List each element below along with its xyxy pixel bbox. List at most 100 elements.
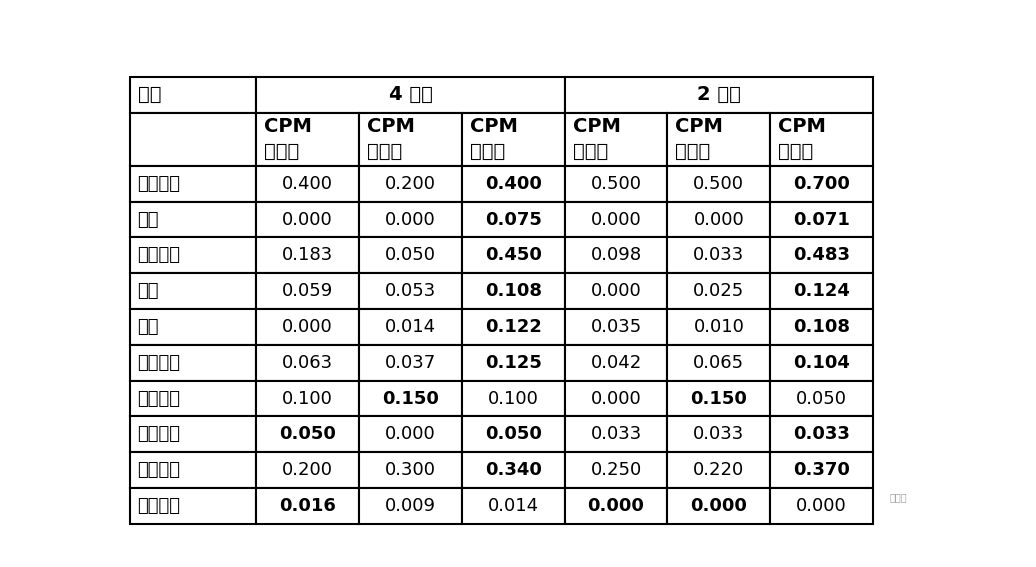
- Bar: [130, 309, 256, 345]
- Bar: [462, 238, 565, 273]
- Text: 0.500: 0.500: [591, 175, 641, 193]
- Text: 0.033: 0.033: [794, 425, 850, 443]
- Text: CPM
（中）: CPM （中）: [675, 117, 723, 161]
- Text: 0.016: 0.016: [280, 497, 336, 515]
- Text: 0.000: 0.000: [591, 210, 641, 229]
- Text: 0.150: 0.150: [690, 390, 747, 408]
- Text: 0.250: 0.250: [591, 461, 641, 479]
- Text: 0.050: 0.050: [385, 246, 436, 264]
- Text: 释义: 释义: [138, 210, 160, 229]
- Text: 0.033: 0.033: [693, 425, 745, 443]
- Bar: [667, 452, 770, 488]
- Text: 0.000: 0.000: [591, 390, 641, 408]
- Text: 0.500: 0.500: [693, 175, 744, 193]
- Bar: [770, 113, 873, 166]
- Bar: [130, 416, 256, 452]
- Bar: [565, 77, 873, 113]
- Text: 0.183: 0.183: [282, 246, 334, 264]
- Bar: [130, 77, 256, 113]
- Text: 0.063: 0.063: [282, 354, 334, 372]
- Bar: [256, 488, 359, 524]
- Bar: [770, 202, 873, 238]
- Text: 商品品牌: 商品品牌: [138, 246, 180, 264]
- Text: 0.000: 0.000: [385, 425, 436, 443]
- Text: 0.400: 0.400: [485, 175, 542, 193]
- Text: 0.122: 0.122: [485, 318, 542, 336]
- Bar: [130, 202, 256, 238]
- Text: 0.000: 0.000: [587, 497, 644, 515]
- Bar: [256, 273, 359, 309]
- Bar: [667, 488, 770, 524]
- Bar: [359, 238, 462, 273]
- Text: 0.050: 0.050: [485, 425, 542, 443]
- Bar: [462, 166, 565, 202]
- Bar: [667, 202, 770, 238]
- Text: CPM
（大）: CPM （大）: [778, 117, 826, 161]
- Bar: [256, 452, 359, 488]
- Bar: [256, 202, 359, 238]
- Bar: [565, 273, 667, 309]
- Bar: [359, 113, 462, 166]
- Bar: [565, 166, 667, 202]
- Text: 0.370: 0.370: [794, 461, 850, 479]
- Text: 0.010: 0.010: [693, 318, 744, 336]
- Bar: [359, 166, 462, 202]
- Text: 0.000: 0.000: [283, 318, 334, 336]
- Bar: [565, 113, 667, 166]
- Text: 0.033: 0.033: [693, 246, 745, 264]
- Bar: [667, 380, 770, 416]
- Bar: [130, 380, 256, 416]
- Bar: [667, 238, 770, 273]
- Text: 0.340: 0.340: [485, 461, 542, 479]
- Bar: [256, 416, 359, 452]
- Text: 0.000: 0.000: [693, 210, 744, 229]
- Bar: [565, 345, 667, 380]
- Bar: [565, 452, 667, 488]
- Text: 0.124: 0.124: [794, 282, 850, 300]
- Bar: [770, 238, 873, 273]
- Bar: [130, 273, 256, 309]
- Text: 主要作物: 主要作物: [138, 390, 180, 408]
- Bar: [565, 309, 667, 345]
- Bar: [667, 309, 770, 345]
- Text: 0.200: 0.200: [385, 175, 436, 193]
- Bar: [256, 77, 565, 113]
- Bar: [359, 345, 462, 380]
- Bar: [462, 345, 565, 380]
- Bar: [770, 488, 873, 524]
- Text: 0.125: 0.125: [485, 354, 542, 372]
- Text: 4 样本: 4 样本: [388, 85, 432, 104]
- Text: 0.150: 0.150: [382, 390, 439, 408]
- Bar: [565, 488, 667, 524]
- Text: 0.014: 0.014: [385, 318, 436, 336]
- Bar: [359, 380, 462, 416]
- Text: 量子位: 量子位: [889, 493, 906, 502]
- Bar: [770, 309, 873, 345]
- Text: 0.035: 0.035: [591, 318, 641, 336]
- Bar: [256, 309, 359, 345]
- Bar: [359, 452, 462, 488]
- Bar: [462, 380, 565, 416]
- Bar: [359, 416, 462, 452]
- Bar: [667, 166, 770, 202]
- Text: 0.053: 0.053: [385, 282, 436, 300]
- Text: 首任总统: 首任总统: [138, 497, 180, 515]
- Bar: [667, 113, 770, 166]
- Text: CPM
（小）: CPM （小）: [264, 117, 312, 161]
- Text: 2 样本: 2 样本: [697, 85, 741, 104]
- Text: 0.050: 0.050: [796, 390, 847, 408]
- Text: 0.098: 0.098: [591, 246, 641, 264]
- Bar: [770, 345, 873, 380]
- Text: 0.104: 0.104: [794, 354, 850, 372]
- Text: 0.025: 0.025: [693, 282, 745, 300]
- Text: 0.700: 0.700: [794, 175, 850, 193]
- Bar: [462, 202, 565, 238]
- Bar: [359, 309, 462, 345]
- Text: 0.200: 0.200: [282, 461, 334, 479]
- Bar: [565, 380, 667, 416]
- Text: 0.037: 0.037: [385, 354, 436, 372]
- Text: 0.042: 0.042: [591, 354, 641, 372]
- Text: 0.000: 0.000: [690, 497, 747, 515]
- Bar: [256, 166, 359, 202]
- Bar: [130, 345, 256, 380]
